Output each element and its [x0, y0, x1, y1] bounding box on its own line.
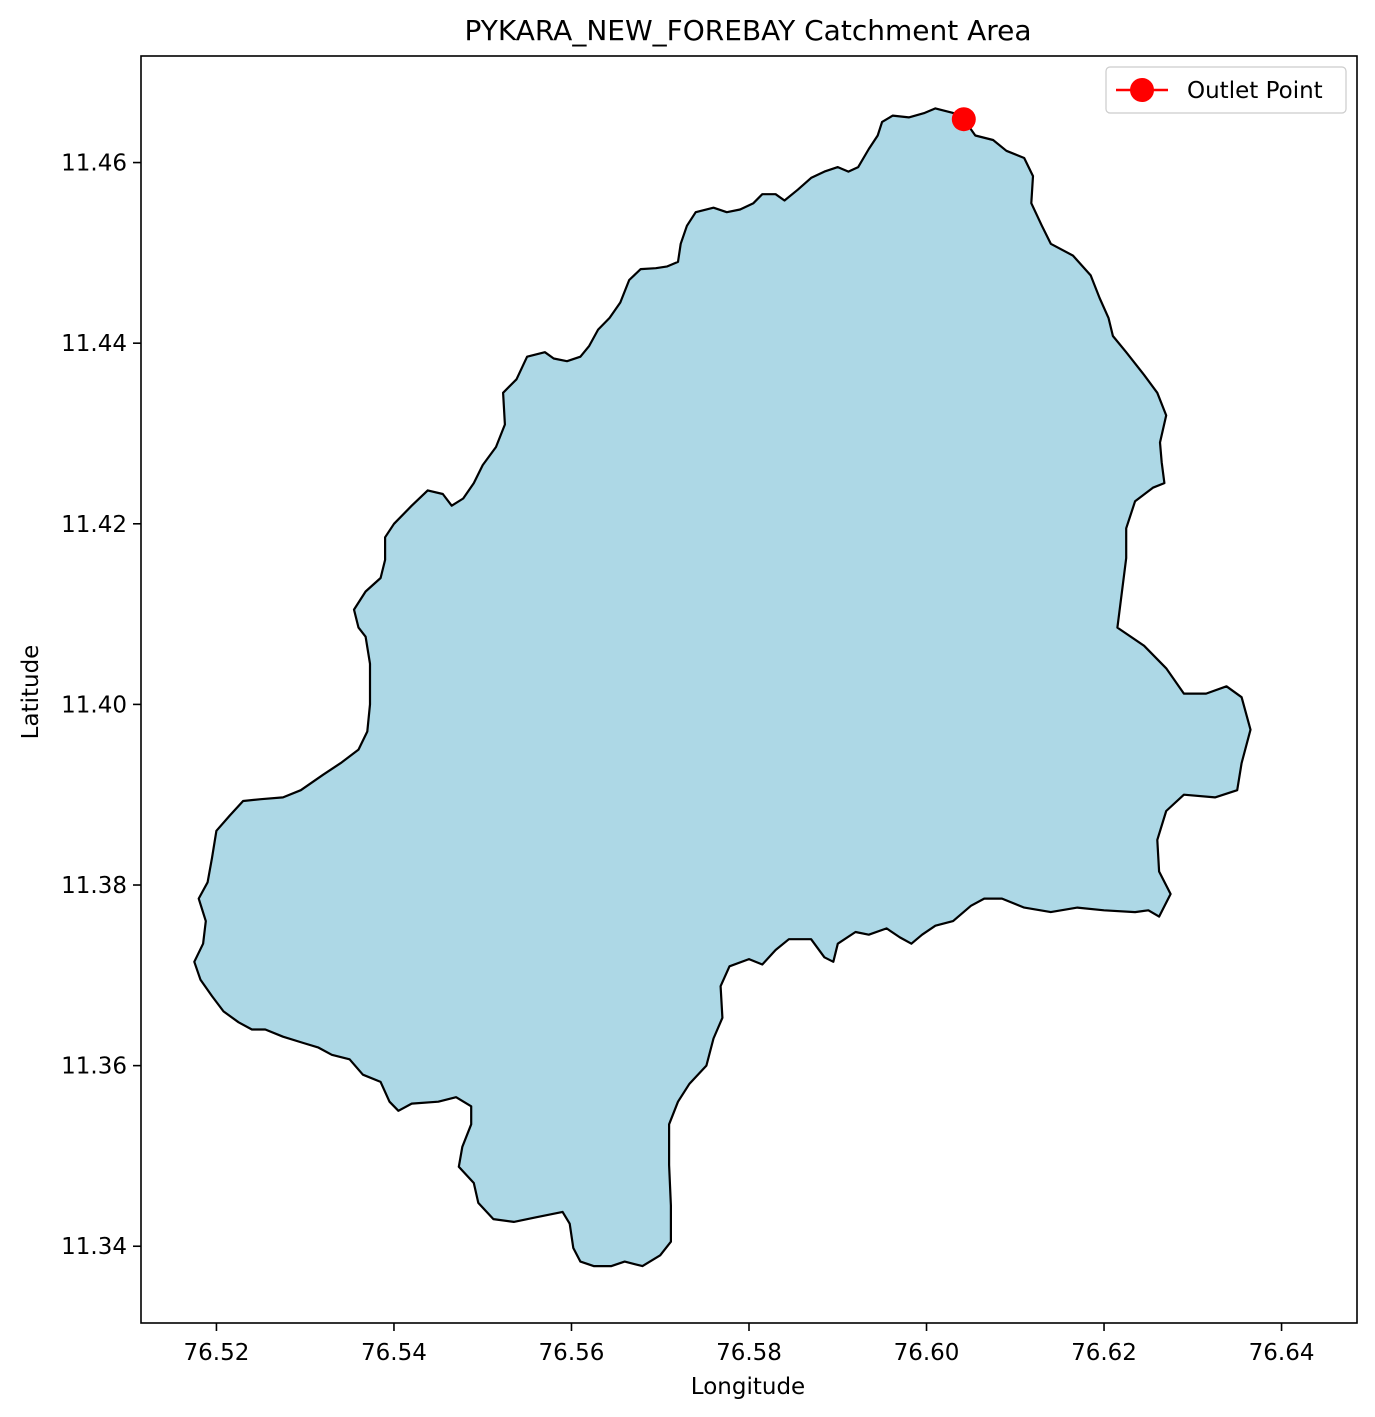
- plot-area: [193, 107, 1252, 1268]
- x-tick-label: 76.58: [716, 1340, 782, 1366]
- x-tick-label: 76.52: [184, 1340, 250, 1366]
- y-tick-label: 11.38: [61, 873, 127, 899]
- y-tick-label: 11.44: [61, 331, 127, 357]
- x-axis-ticks: 76.52 76.54 76.56 76.58 76.60 76.62 76.64: [184, 1323, 1315, 1366]
- x-tick-label: 76.56: [539, 1340, 605, 1366]
- legend-box: [1105, 66, 1347, 114]
- y-tick-label: 11.40: [61, 692, 127, 718]
- y-axis-title: Latitude: [18, 645, 44, 740]
- legend-label-outlet-point: Outlet Point: [1187, 78, 1323, 104]
- x-tick-label: 76.60: [894, 1340, 960, 1366]
- x-tick-label: 76.62: [1071, 1340, 1137, 1366]
- outlet-point-marker: [951, 107, 976, 132]
- y-tick-label: 11.34: [61, 1234, 127, 1260]
- y-tick-label: 11.42: [61, 512, 127, 538]
- chart-title: PYKARA_NEW_FOREBAY Catchment Area: [464, 14, 1031, 47]
- x-axis-title: Longitude: [691, 1374, 805, 1400]
- x-tick-label: 76.64: [1249, 1340, 1315, 1366]
- y-tick-label: 11.36: [61, 1054, 127, 1080]
- y-tick-label: 11.46: [61, 151, 127, 177]
- catchment-polygon: [193, 107, 1252, 1268]
- legend-marker-sample: [1130, 78, 1154, 102]
- legend: Outlet Point: [1105, 66, 1347, 114]
- x-tick-label: 76.54: [361, 1340, 427, 1366]
- y-axis-ticks: 11.34 11.36 11.38 11.40 11.42 11.44 11.46: [61, 151, 141, 1260]
